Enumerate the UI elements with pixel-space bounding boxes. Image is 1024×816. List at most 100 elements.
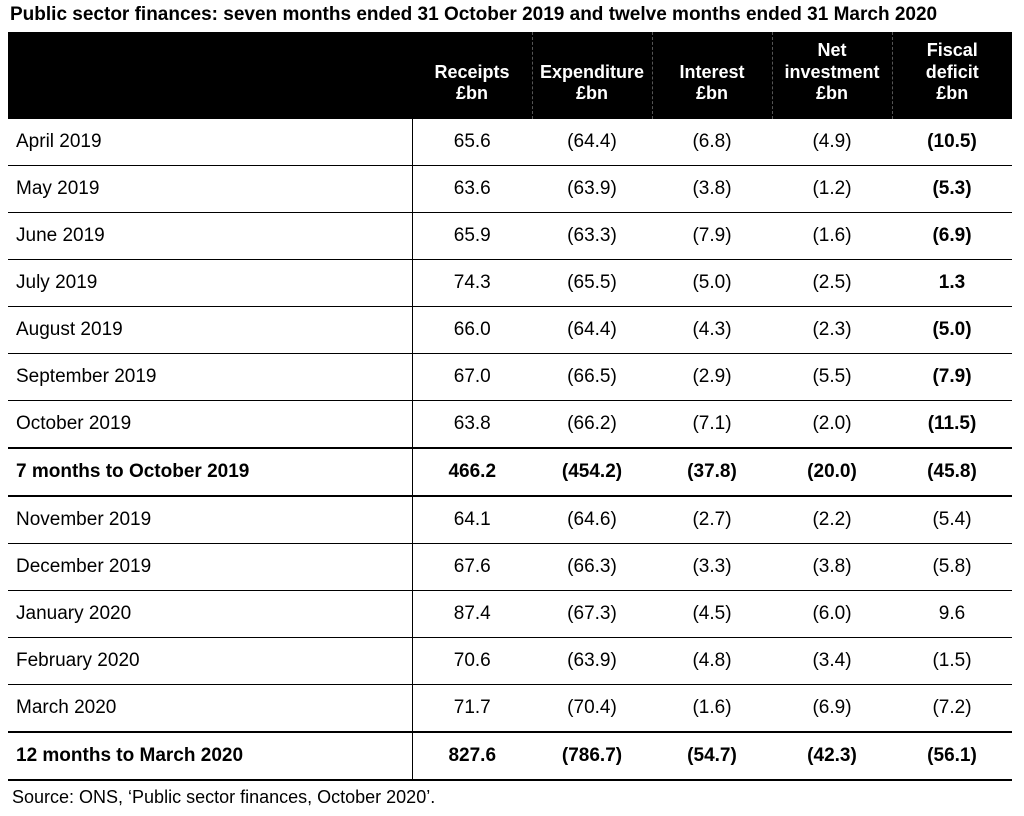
cell-value: (4.3) [652, 306, 772, 353]
cell-value: (3.8) [652, 165, 772, 212]
row-label: February 2020 [8, 637, 412, 684]
cell-value: (11.5) [892, 400, 1012, 448]
source-note: Source: ONS, ‘Public sector finances, Oc… [12, 787, 1016, 808]
cell-value: 466.2 [412, 448, 532, 496]
table-row: August 201966.0(64.4)(4.3)(2.3)(5.0) [8, 306, 1012, 353]
row-label: September 2019 [8, 353, 412, 400]
cell-value: (1.6) [772, 212, 892, 259]
cell-value: (786.7) [532, 732, 652, 780]
cell-value: (3.8) [772, 543, 892, 590]
cell-value: (7.2) [892, 684, 1012, 732]
row-label: July 2019 [8, 259, 412, 306]
cell-value: (6.9) [892, 212, 1012, 259]
table-row: October 201963.8(66.2)(7.1)(2.0)(11.5) [8, 400, 1012, 448]
cell-value: 1.3 [892, 259, 1012, 306]
table-body: April 201965.6(64.4)(6.8)(4.9)(10.5)May … [8, 119, 1012, 780]
col-header-receipts: Receipts £bn [412, 32, 532, 119]
table-row: December 201967.6(66.3)(3.3)(3.8)(5.8) [8, 543, 1012, 590]
cell-value: (45.8) [892, 448, 1012, 496]
table-row: November 201964.1(64.6)(2.7)(2.2)(5.4) [8, 496, 1012, 544]
row-label: October 2019 [8, 400, 412, 448]
table-row: March 202071.7(70.4)(1.6)(6.9)(7.2) [8, 684, 1012, 732]
row-label: 7 months to October 2019 [8, 448, 412, 496]
cell-value: 74.3 [412, 259, 532, 306]
cell-value: (3.4) [772, 637, 892, 684]
cell-value: (6.8) [652, 119, 772, 166]
col-header-fiscal-deficit: Fiscal deficit £bn [892, 32, 1012, 119]
cell-value: (56.1) [892, 732, 1012, 780]
cell-value: (64.6) [532, 496, 652, 544]
cell-value: (5.5) [772, 353, 892, 400]
cell-value: 65.6 [412, 119, 532, 166]
cell-value: (5.4) [892, 496, 1012, 544]
cell-value: (5.0) [652, 259, 772, 306]
cell-value: (4.9) [772, 119, 892, 166]
cell-value: (4.8) [652, 637, 772, 684]
cell-value: 64.1 [412, 496, 532, 544]
table-row: September 201967.0(66.5)(2.9)(5.5)(7.9) [8, 353, 1012, 400]
cell-value: (5.0) [892, 306, 1012, 353]
cell-value: (10.5) [892, 119, 1012, 166]
col-header-net-investment: Net investment £bn [772, 32, 892, 119]
cell-value: (66.2) [532, 400, 652, 448]
cell-value: 9.6 [892, 590, 1012, 637]
table-header-row: Receipts £bn Expenditure £bn Interest £b… [8, 32, 1012, 119]
col-header-expenditure: Expenditure £bn [532, 32, 652, 119]
cell-value: (37.8) [652, 448, 772, 496]
cell-value: (63.9) [532, 637, 652, 684]
cell-value: (2.3) [772, 306, 892, 353]
table-row: June 201965.9(63.3)(7.9)(1.6)(6.9) [8, 212, 1012, 259]
cell-value: (64.4) [532, 119, 652, 166]
col-header-interest: Interest £bn [652, 32, 772, 119]
table-title: Public sector finances: seven months end… [10, 4, 1016, 26]
cell-value: (1.6) [652, 684, 772, 732]
row-label: March 2020 [8, 684, 412, 732]
table-row: 12 months to March 2020827.6(786.7)(54.7… [8, 732, 1012, 780]
cell-value: 65.9 [412, 212, 532, 259]
cell-value: (63.3) [532, 212, 652, 259]
table-row: February 202070.6(63.9)(4.8)(3.4)(1.5) [8, 637, 1012, 684]
row-label: April 2019 [8, 119, 412, 166]
cell-value: (66.5) [532, 353, 652, 400]
cell-value: (54.7) [652, 732, 772, 780]
cell-value: (65.5) [532, 259, 652, 306]
cell-value: (67.3) [532, 590, 652, 637]
cell-value: 827.6 [412, 732, 532, 780]
cell-value: 63.8 [412, 400, 532, 448]
cell-value: (5.8) [892, 543, 1012, 590]
finances-table: Receipts £bn Expenditure £bn Interest £b… [8, 32, 1012, 781]
cell-value: (2.2) [772, 496, 892, 544]
cell-value: (66.3) [532, 543, 652, 590]
cell-value: 71.7 [412, 684, 532, 732]
cell-value: 87.4 [412, 590, 532, 637]
cell-value: (63.9) [532, 165, 652, 212]
table-row: January 202087.4(67.3)(4.5)(6.0)9.6 [8, 590, 1012, 637]
cell-value: (4.5) [652, 590, 772, 637]
row-label: August 2019 [8, 306, 412, 353]
cell-value: 66.0 [412, 306, 532, 353]
cell-value: (3.3) [652, 543, 772, 590]
col-header-label [8, 32, 412, 119]
row-label: January 2020 [8, 590, 412, 637]
table-row: May 201963.6(63.9)(3.8)(1.2)(5.3) [8, 165, 1012, 212]
cell-value: 70.6 [412, 637, 532, 684]
cell-value: (70.4) [532, 684, 652, 732]
row-label: June 2019 [8, 212, 412, 259]
cell-value: (2.9) [652, 353, 772, 400]
cell-value: (6.9) [772, 684, 892, 732]
cell-value: (2.0) [772, 400, 892, 448]
cell-value: (454.2) [532, 448, 652, 496]
cell-value: (42.3) [772, 732, 892, 780]
cell-value: (2.5) [772, 259, 892, 306]
row-label: 12 months to March 2020 [8, 732, 412, 780]
cell-value: 67.6 [412, 543, 532, 590]
cell-value: (7.9) [652, 212, 772, 259]
row-label: May 2019 [8, 165, 412, 212]
table-row: 7 months to October 2019466.2(454.2)(37.… [8, 448, 1012, 496]
cell-value: (1.5) [892, 637, 1012, 684]
row-label: December 2019 [8, 543, 412, 590]
cell-value: (20.0) [772, 448, 892, 496]
cell-value: 67.0 [412, 353, 532, 400]
cell-value: (64.4) [532, 306, 652, 353]
cell-value: (2.7) [652, 496, 772, 544]
